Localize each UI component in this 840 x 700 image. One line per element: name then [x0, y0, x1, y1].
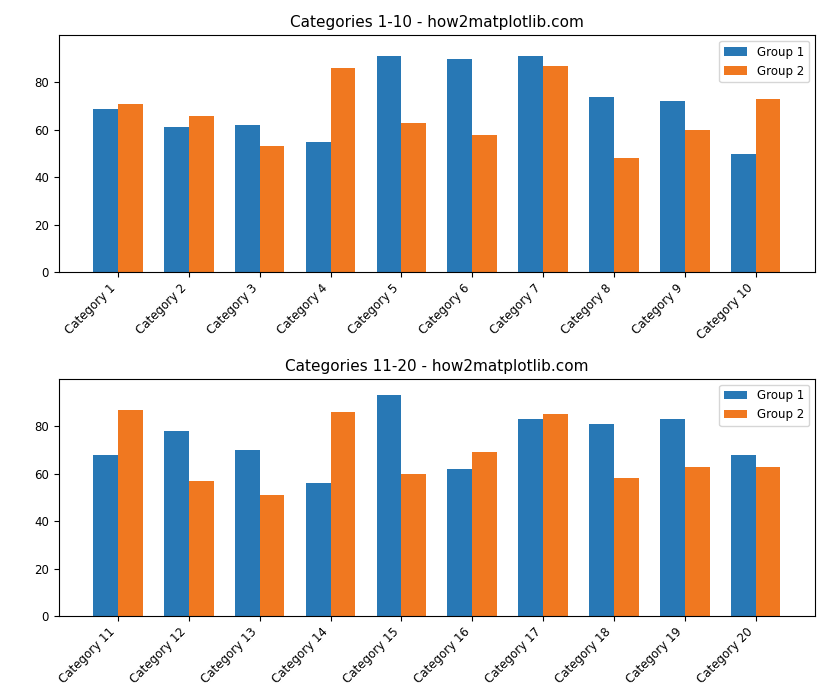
Bar: [614, 479, 638, 616]
Bar: [118, 410, 143, 616]
Bar: [330, 68, 355, 272]
Bar: [376, 395, 402, 616]
Bar: [518, 56, 543, 272]
Bar: [589, 97, 614, 272]
Bar: [189, 481, 213, 616]
Title: Categories 1-10 - how2matplotlib.com: Categories 1-10 - how2matplotlib.com: [290, 15, 584, 29]
Bar: [472, 452, 497, 616]
Bar: [685, 467, 710, 616]
Bar: [93, 455, 118, 616]
Bar: [685, 130, 710, 272]
Bar: [260, 495, 285, 616]
Bar: [731, 455, 756, 616]
Bar: [518, 419, 543, 616]
Bar: [330, 412, 355, 616]
Bar: [118, 104, 143, 272]
Bar: [448, 59, 472, 272]
Bar: [756, 467, 780, 616]
Bar: [472, 134, 497, 272]
Bar: [543, 66, 568, 272]
Bar: [164, 431, 189, 616]
Bar: [660, 419, 685, 616]
Title: Categories 11-20 - how2matplotlib.com: Categories 11-20 - how2matplotlib.com: [285, 358, 589, 374]
Bar: [376, 56, 402, 272]
Bar: [260, 146, 285, 272]
Bar: [189, 116, 213, 272]
Bar: [164, 127, 189, 272]
Bar: [614, 158, 638, 272]
Bar: [756, 99, 780, 272]
Legend: Group 1, Group 2: Group 1, Group 2: [719, 385, 809, 426]
Legend: Group 1, Group 2: Group 1, Group 2: [719, 41, 809, 83]
Bar: [235, 125, 260, 272]
Bar: [448, 469, 472, 616]
Bar: [306, 141, 330, 272]
Bar: [660, 102, 685, 272]
Bar: [731, 153, 756, 272]
Bar: [93, 108, 118, 272]
Bar: [402, 122, 426, 272]
Bar: [589, 424, 614, 616]
Bar: [543, 414, 568, 616]
Bar: [235, 450, 260, 616]
Bar: [306, 483, 330, 616]
Bar: [402, 474, 426, 616]
